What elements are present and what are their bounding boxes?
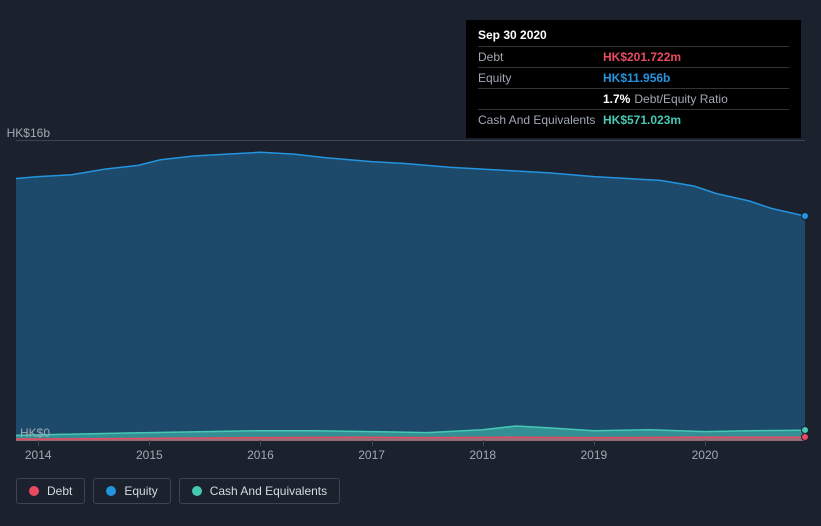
x-axis-label: 2020 <box>692 448 719 462</box>
y-axis-label: HK$0 <box>6 426 50 440</box>
y-axis-label: HK$16b <box>6 126 50 140</box>
legend-label: Cash And Equivalents <box>210 484 327 498</box>
series-area-equity <box>16 152 805 441</box>
x-tick <box>483 440 484 446</box>
chart: 2014201520162017201820192020 HK$16bHK$0 <box>16 120 805 466</box>
tooltip-row: EquityHK$11.956b <box>478 67 789 88</box>
legend-swatch <box>192 486 202 496</box>
plot-area <box>16 140 805 440</box>
legend: Debt Equity Cash And Equivalents <box>16 478 340 504</box>
legend-item-cash-and-equivalents[interactable]: Cash And Equivalents <box>179 478 340 504</box>
x-axis: 2014 2015 2016 2017 2018 2019 2020 <box>16 440 805 466</box>
x-tick <box>260 440 261 446</box>
x-axis-label: 2019 <box>580 448 607 462</box>
x-tick <box>149 440 150 446</box>
x-axis-label: 2016 <box>247 448 274 462</box>
tooltip-row: 1.7%Debt/Equity Ratio <box>478 88 789 109</box>
legend-item-debt[interactable]: Debt <box>16 478 85 504</box>
x-tick <box>705 440 706 446</box>
tooltip-value: HK$11.956b <box>603 71 670 85</box>
tooltip-value: HK$201.722m <box>603 50 681 64</box>
x-axis-label: 2018 <box>469 448 496 462</box>
tooltip-row: DebtHK$201.722m <box>478 46 789 67</box>
legend-swatch <box>29 486 39 496</box>
legend-item-equity[interactable]: Equity <box>93 478 170 504</box>
tooltip-date: Sep 30 2020 <box>478 28 789 46</box>
tooltip-label <box>478 92 603 106</box>
legend-label: Equity <box>124 484 157 498</box>
tooltip-label: Debt <box>478 50 603 64</box>
x-axis-label: 2015 <box>136 448 163 462</box>
x-axis-label: 2017 <box>358 448 385 462</box>
tooltip-ratio: 1.7%Debt/Equity Ratio <box>603 92 728 106</box>
end-marker <box>801 212 809 220</box>
tooltip-label: Equity <box>478 71 603 85</box>
legend-label: Debt <box>47 484 72 498</box>
x-axis-label: 2014 <box>25 448 52 462</box>
x-tick <box>372 440 373 446</box>
chart-svg <box>16 141 805 441</box>
legend-swatch <box>106 486 116 496</box>
x-tick <box>38 440 39 446</box>
x-tick <box>594 440 595 446</box>
